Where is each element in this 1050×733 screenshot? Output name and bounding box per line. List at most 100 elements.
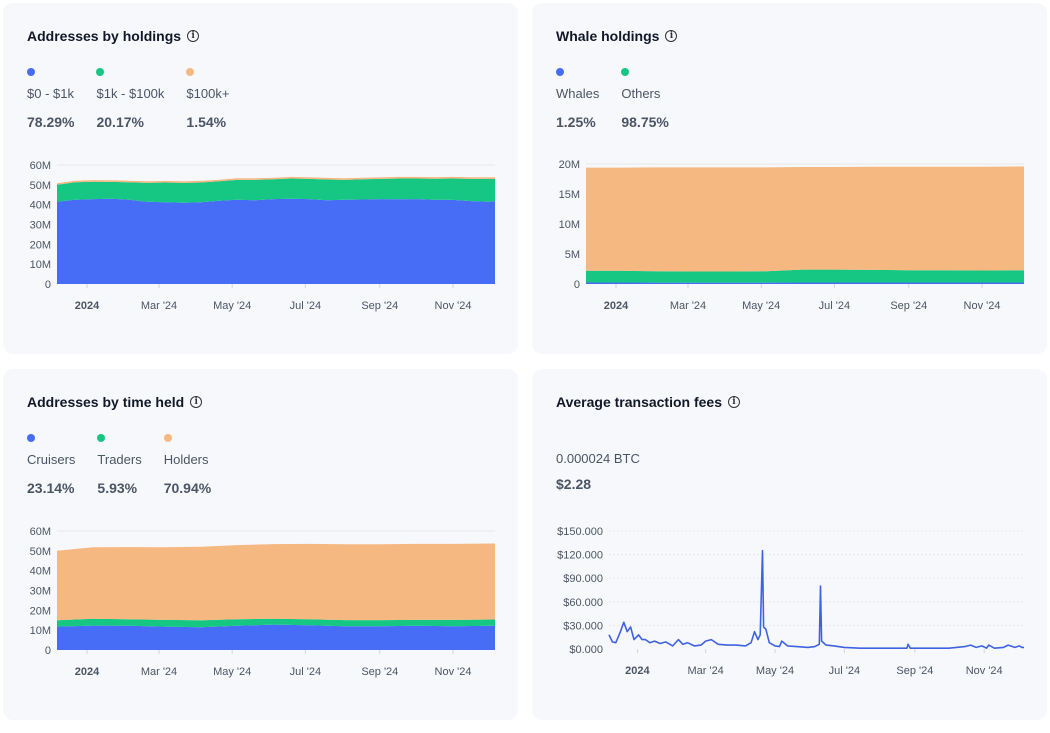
y-tick-label: 50M <box>30 180 51 192</box>
legend-item: Others 98.75% <box>621 66 669 130</box>
legend: $0 - $1k 78.29% $1k - $100k 20.17% $100k+ 1… <box>27 66 251 130</box>
y-tick-label: $0.000 <box>569 644 603 656</box>
fee-btc: 0.000024 BTC <box>556 451 640 466</box>
legend-name: Others <box>621 86 661 101</box>
legend-item: Holders 70.94% <box>163 432 212 496</box>
x-tick-label: Nov '24 <box>964 300 1001 312</box>
info-icon[interactable]: i <box>665 30 678 42</box>
info-icon[interactable]: i <box>190 396 203 408</box>
area-series-cruisers <box>57 624 495 650</box>
y-tick-label: $120.000 <box>557 550 603 562</box>
legend-dot <box>27 434 35 442</box>
y-tick-label: $30.000 <box>563 620 603 632</box>
y-tick-label: 30M <box>30 220 51 232</box>
y-tick-label: $60.000 <box>563 597 603 609</box>
title-text: Whale holdings <box>556 28 660 44</box>
x-tick-label: 2024 <box>625 665 650 677</box>
y-tick-label: 0 <box>574 279 580 291</box>
x-tick-label: 2024 <box>75 666 100 678</box>
y-tick-label: 20M <box>30 605 51 617</box>
legend-dot <box>163 434 172 442</box>
area-series-others <box>586 269 1024 283</box>
card-average-transaction-fees: Average transaction fees i 0.000024 BTC $… <box>532 369 1047 720</box>
title-text: Addresses by time held <box>27 394 185 410</box>
chart-title: Addresses by time held i <box>27 394 203 410</box>
legend-item: $0 - $1k 78.29% <box>27 66 74 130</box>
legend-value: 20.17% <box>96 114 144 130</box>
y-tick-label: 20M <box>30 239 51 251</box>
legend-dot <box>621 68 630 76</box>
y-tick-label: 10M <box>559 219 580 231</box>
x-tick-label: Mar '24 <box>670 300 706 312</box>
y-tick-label: 40M <box>30 566 51 578</box>
x-tick-label: Jul '24 <box>819 300 850 312</box>
y-tick-label: 5M <box>565 249 580 261</box>
y-tick-label: 30M <box>30 586 51 598</box>
legend-value: 5.93% <box>97 480 138 496</box>
area-series-whales <box>586 282 1024 284</box>
legend-name: Holders <box>163 452 209 467</box>
x-tick-label: May '24 <box>742 300 780 312</box>
fee-line <box>608 549 1024 649</box>
info-icon[interactable]: i <box>728 396 740 408</box>
y-tick-label: 50M <box>30 546 51 558</box>
legend-name: Traders <box>97 452 142 467</box>
chart-title: Average transaction fees i <box>556 394 740 410</box>
area-series--0-1k <box>57 198 495 284</box>
x-tick-label: Jul '24 <box>290 666 321 678</box>
legend-dot <box>96 68 105 76</box>
area-series-traders <box>57 618 495 628</box>
x-tick-label: Nov '24 <box>435 666 472 678</box>
y-tick-label: 10M <box>30 259 51 271</box>
x-tick-label: Mar '24 <box>141 666 177 678</box>
y-tick-label: 60M <box>30 160 51 172</box>
x-tick-label: 2024 <box>75 300 100 312</box>
x-tick-label: May '24 <box>213 300 251 312</box>
legend-dot <box>27 68 35 76</box>
y-tick-label: 0 <box>45 279 51 291</box>
title-text: Addresses by holdings <box>27 28 182 44</box>
legend-value: 1.25% <box>556 114 596 130</box>
area-series-holders <box>57 543 495 621</box>
x-tick-label: Nov '24 <box>435 300 472 312</box>
x-tick-label: Sep '24 <box>890 300 927 312</box>
legend-name: $1k - $100k <box>96 86 165 101</box>
title-text: Average transaction fees <box>556 394 722 410</box>
x-tick-label: Jul '24 <box>290 300 321 312</box>
legend: Whales 1.25% Others 98.75% <box>556 66 691 130</box>
legend-name: $0 - $1k <box>27 86 74 101</box>
area-series-other <box>586 166 1024 272</box>
x-tick-label: May '24 <box>756 665 794 677</box>
legend-dot <box>556 68 564 76</box>
y-tick-label: $90.000 <box>563 573 603 585</box>
x-tick-label: May '24 <box>213 666 251 678</box>
chart-title: Addresses by holdings i <box>27 28 200 44</box>
x-tick-label: Nov '24 <box>966 665 1003 677</box>
legend-item: Cruisers 23.14% <box>27 432 75 496</box>
x-tick-label: Sep '24 <box>896 665 933 677</box>
y-tick-label: $150.000 <box>557 526 603 538</box>
legend-value: 70.94% <box>163 480 212 496</box>
legend: Cruisers 23.14% Traders 5.93% Holders 70.94… <box>27 432 233 496</box>
area-series--1k-100k <box>57 178 495 203</box>
x-tick-label: Mar '24 <box>687 665 723 677</box>
x-tick-label: Mar '24 <box>141 300 177 312</box>
legend-item: $1k - $100k 20.17% <box>96 66 164 130</box>
legend-value: 78.29% <box>27 114 75 130</box>
y-tick-label: 10M <box>30 625 51 637</box>
y-tick-label: 0 <box>45 645 51 657</box>
legend-value: 1.54% <box>186 114 227 130</box>
legend-dot <box>186 68 195 76</box>
legend-name: Whales <box>556 86 600 101</box>
legend-item: $100k+ 1.54% <box>186 66 229 130</box>
area-series--100k- <box>57 176 495 185</box>
x-tick-label: Sep '24 <box>361 300 398 312</box>
legend-value: 23.14% <box>27 480 75 496</box>
legend-name: Cruisers <box>27 452 76 467</box>
info-icon[interactable]: i <box>187 30 200 42</box>
fee-usd: $2.28 <box>556 476 592 492</box>
x-tick-label: Jul '24 <box>829 665 860 677</box>
legend-item: Traders 5.93% <box>97 432 142 496</box>
y-tick-label: 20M <box>559 159 580 171</box>
